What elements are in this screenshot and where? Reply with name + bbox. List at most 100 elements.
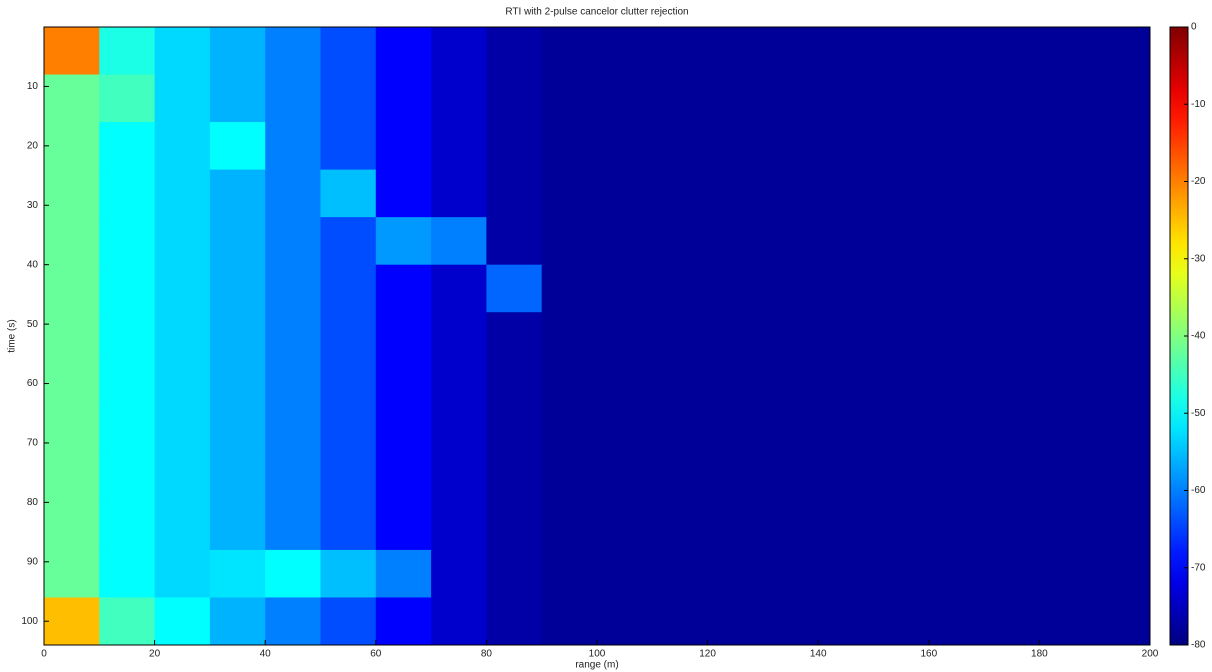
heat-cell bbox=[708, 217, 764, 265]
chart: RTI with 2-pulse cancelor clutter reject… bbox=[0, 0, 1212, 672]
heat-cell bbox=[708, 312, 764, 360]
heat-cell bbox=[44, 265, 100, 313]
heat-cell bbox=[708, 360, 764, 408]
heat-cell bbox=[44, 360, 100, 408]
heat-cell bbox=[155, 122, 211, 170]
heat-cell bbox=[652, 75, 708, 123]
heat-cell bbox=[265, 75, 321, 123]
heat-cell bbox=[984, 455, 1040, 503]
heat-cell bbox=[763, 217, 819, 265]
x-tick-label: 100 bbox=[589, 649, 606, 660]
heat-cell bbox=[210, 75, 266, 123]
colorbar-tick-label: -40 bbox=[1191, 331, 1206, 342]
heat-cell bbox=[874, 597, 930, 645]
y-tick-label: 60 bbox=[27, 378, 39, 389]
heat-cell bbox=[597, 75, 653, 123]
heat-cell bbox=[818, 265, 874, 313]
heat-cell bbox=[376, 455, 432, 503]
heat-cell bbox=[431, 170, 487, 218]
heat-cell bbox=[984, 27, 1040, 75]
heat-cell bbox=[376, 170, 432, 218]
heat-cell bbox=[1039, 407, 1095, 455]
heat-cell bbox=[763, 502, 819, 550]
heat-cell bbox=[818, 407, 874, 455]
x-tick-label: 80 bbox=[481, 649, 493, 660]
heat-cell bbox=[818, 170, 874, 218]
heat-cell bbox=[1095, 217, 1151, 265]
heat-cell bbox=[44, 407, 100, 455]
heat-cell bbox=[652, 170, 708, 218]
heat-cell bbox=[708, 122, 764, 170]
heat-cell bbox=[984, 502, 1040, 550]
heat-cell bbox=[929, 27, 985, 75]
heat-cell bbox=[155, 75, 211, 123]
heat-cell bbox=[265, 265, 321, 313]
heat-cell bbox=[1095, 170, 1151, 218]
heat-cell bbox=[597, 407, 653, 455]
heat-cell bbox=[431, 502, 487, 550]
heat-cell bbox=[99, 75, 155, 123]
heat-cell bbox=[984, 550, 1040, 598]
heat-cell bbox=[155, 170, 211, 218]
heat-cell bbox=[44, 217, 100, 265]
heat-cell bbox=[210, 550, 266, 598]
heat-cell bbox=[265, 550, 321, 598]
heat-cell bbox=[763, 27, 819, 75]
heat-cell bbox=[874, 75, 930, 123]
heat-cell bbox=[321, 75, 377, 123]
heat-cell bbox=[652, 265, 708, 313]
heat-cell bbox=[542, 122, 598, 170]
heat-cell bbox=[874, 455, 930, 503]
heat-cell bbox=[763, 170, 819, 218]
heat-cell bbox=[1039, 360, 1095, 408]
heat-cell bbox=[818, 217, 874, 265]
heat-cell bbox=[99, 407, 155, 455]
heat-cell bbox=[265, 502, 321, 550]
heat-cell bbox=[265, 27, 321, 75]
heat-cell bbox=[155, 407, 211, 455]
heat-cell bbox=[376, 312, 432, 360]
heat-cell bbox=[1039, 170, 1095, 218]
heat-cell bbox=[486, 550, 542, 598]
colorbar-tick-label: -30 bbox=[1191, 253, 1206, 264]
heat-cell bbox=[376, 550, 432, 598]
heat-cell bbox=[597, 502, 653, 550]
heat-cell bbox=[984, 597, 1040, 645]
heat-cell bbox=[431, 265, 487, 313]
heat-cell bbox=[1039, 265, 1095, 313]
colorbar-tick-label: 0 bbox=[1191, 22, 1197, 33]
heat-cell bbox=[321, 597, 377, 645]
heat-cell bbox=[929, 312, 985, 360]
heat-cell bbox=[155, 502, 211, 550]
heat-cell bbox=[431, 217, 487, 265]
y-tick-label: 90 bbox=[27, 556, 39, 567]
heat-cell bbox=[265, 407, 321, 455]
heat-cell bbox=[321, 217, 377, 265]
heat-cell bbox=[929, 170, 985, 218]
heat-cell bbox=[486, 170, 542, 218]
heat-cell bbox=[99, 312, 155, 360]
heat-cell bbox=[818, 502, 874, 550]
heat-cell bbox=[486, 312, 542, 360]
heat-cell bbox=[265, 312, 321, 360]
heat-cell bbox=[376, 597, 432, 645]
heat-cell bbox=[818, 27, 874, 75]
heat-cell bbox=[708, 75, 764, 123]
heat-cell bbox=[542, 550, 598, 598]
heat-cell bbox=[155, 550, 211, 598]
heat-cell bbox=[1095, 360, 1151, 408]
heat-cell bbox=[597, 455, 653, 503]
heat-cell bbox=[874, 27, 930, 75]
heat-cell bbox=[763, 265, 819, 313]
heat-cell bbox=[210, 312, 266, 360]
colorbar-tick-label: -50 bbox=[1191, 408, 1206, 419]
heat-cell bbox=[597, 27, 653, 75]
heat-cell bbox=[708, 550, 764, 598]
colorbar-tick-label: -70 bbox=[1191, 562, 1206, 573]
heat-cell bbox=[99, 597, 155, 645]
heat-cell bbox=[597, 312, 653, 360]
x-tick-label: 160 bbox=[920, 649, 937, 660]
y-tick-label: 80 bbox=[27, 497, 39, 508]
heat-cell bbox=[929, 75, 985, 123]
heat-cell bbox=[763, 407, 819, 455]
